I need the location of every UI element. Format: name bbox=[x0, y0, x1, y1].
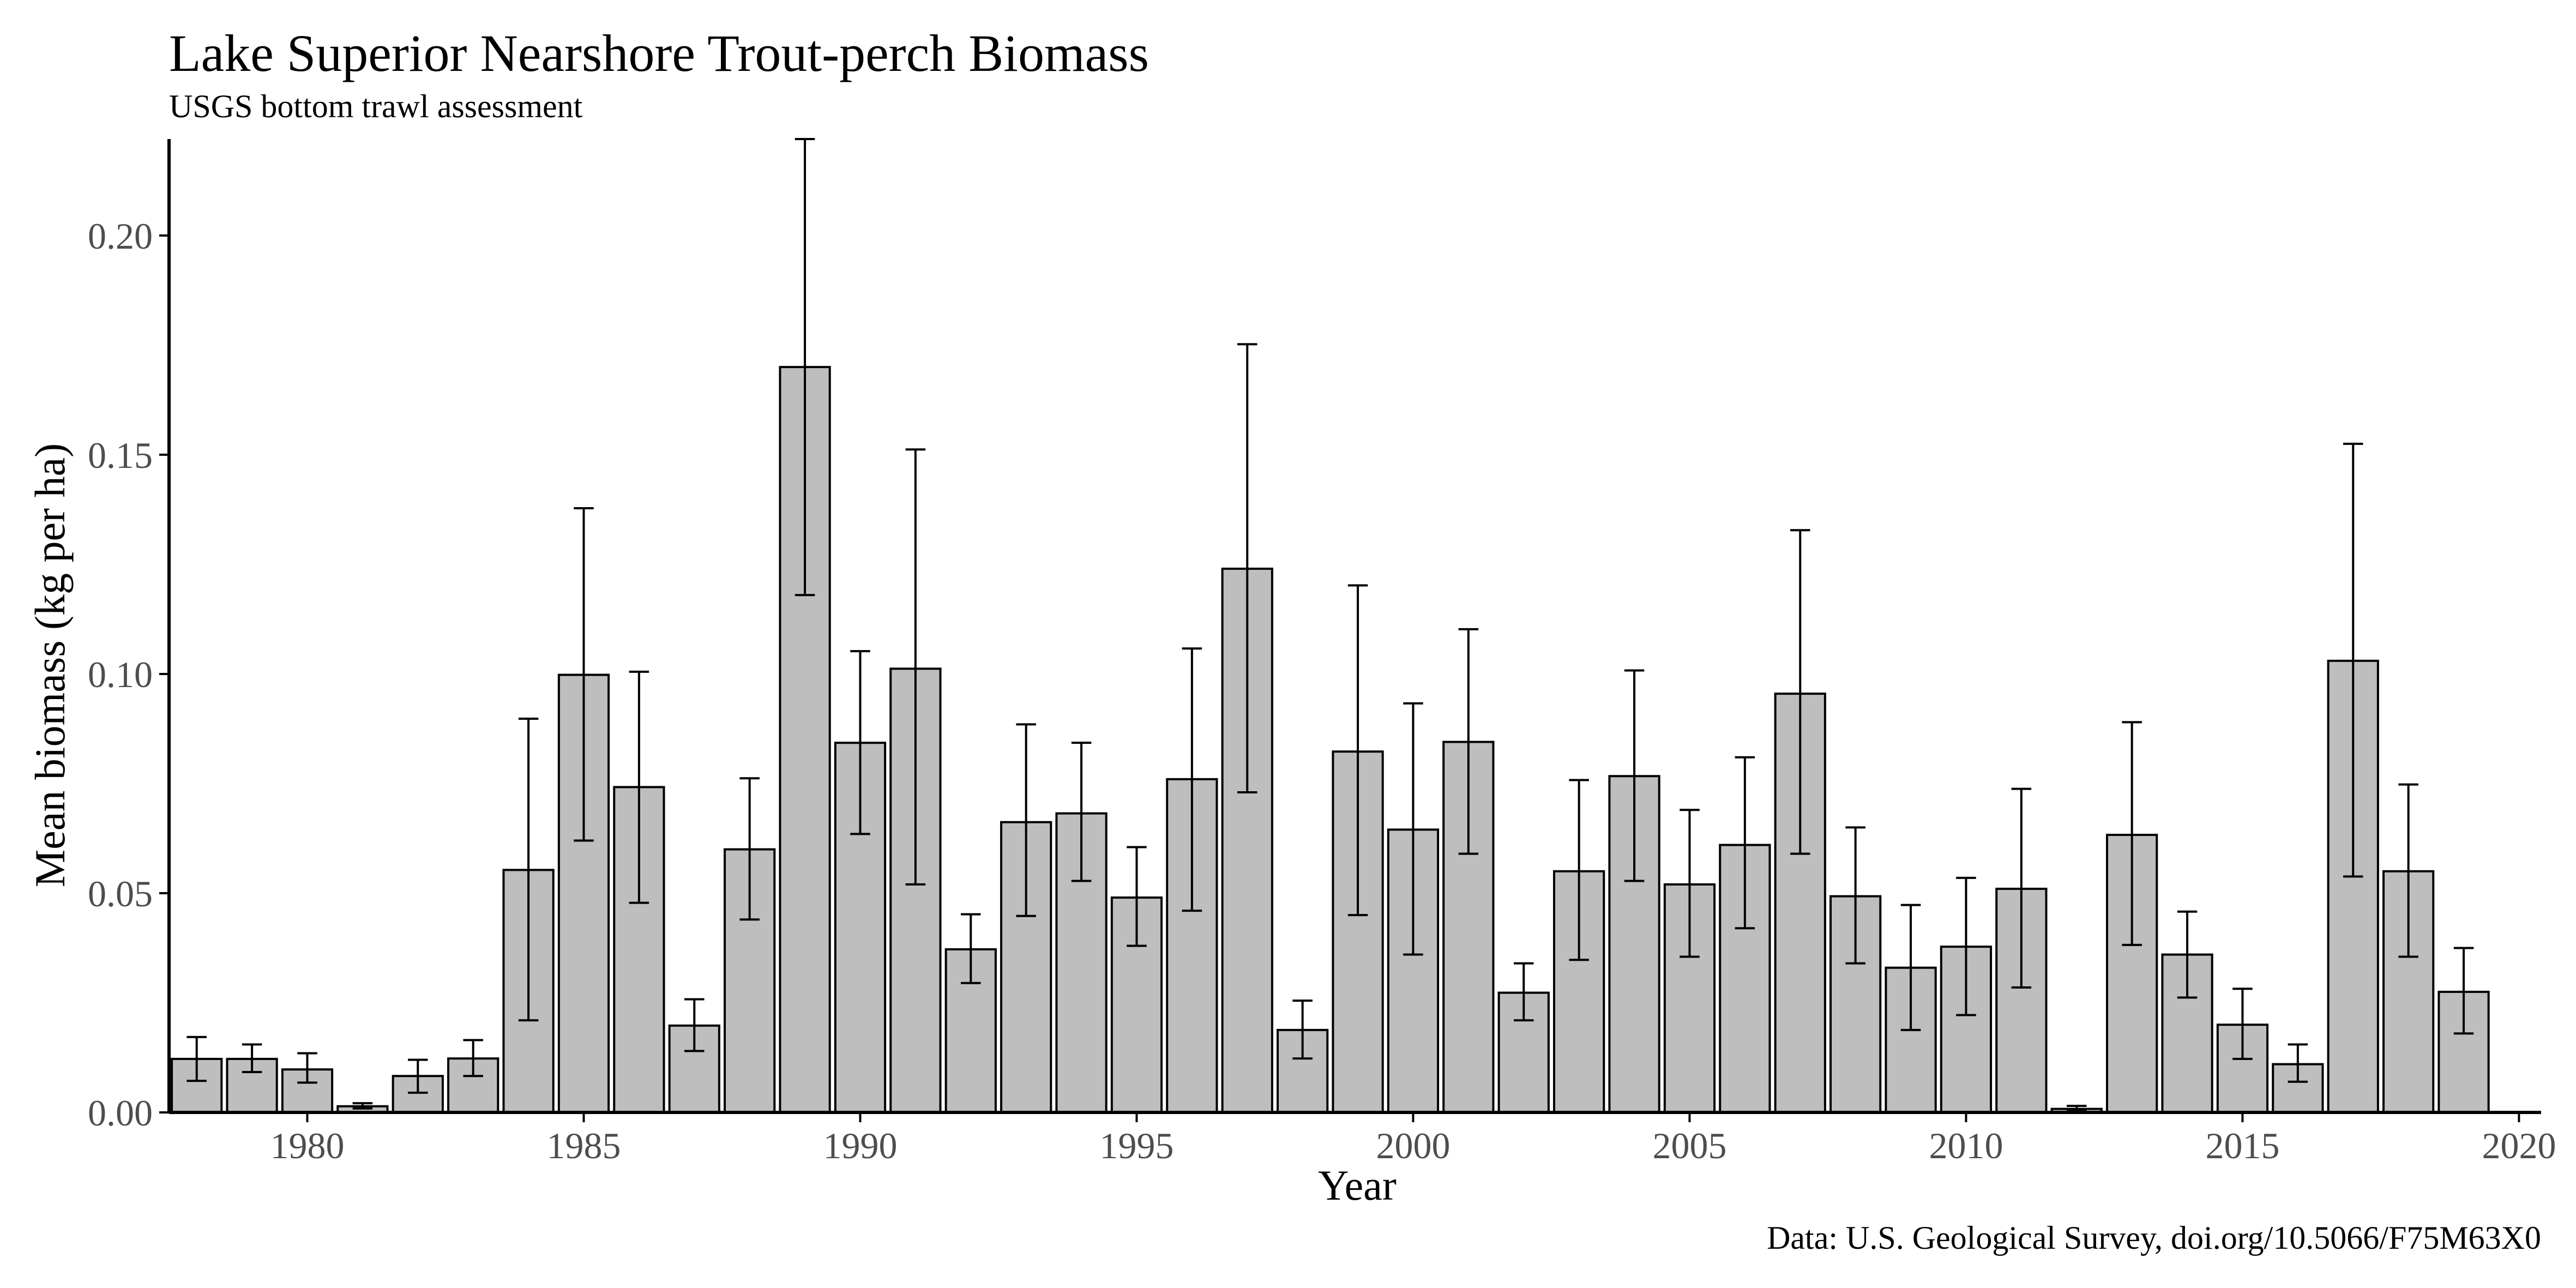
error-bar-2014 bbox=[2177, 910, 2198, 999]
y-axis-title: Mean biomass (kg per ha) bbox=[26, 443, 74, 887]
error-bar-2015 bbox=[2232, 988, 2253, 1060]
error-bar-1994 bbox=[1071, 742, 1092, 882]
y-tick-label-0: 0.00 bbox=[88, 1092, 153, 1134]
error-bar-2011 bbox=[2011, 787, 2032, 989]
error-bar-1985 bbox=[574, 507, 594, 842]
bars bbox=[171, 366, 2490, 1114]
error-bar-2004 bbox=[1624, 669, 1645, 882]
error-bar-2006 bbox=[1735, 756, 1755, 930]
error-bar-1998 bbox=[1292, 999, 1313, 1060]
error-bar-2007 bbox=[1790, 529, 1810, 855]
error-bar-2016 bbox=[2288, 1043, 2308, 1083]
bar-2013 bbox=[2106, 834, 2158, 1114]
x-tick-label-2000: 2000 bbox=[1376, 1125, 1450, 1166]
x-tick-label-1980: 1980 bbox=[270, 1125, 344, 1166]
error-bar-2013 bbox=[2122, 721, 2142, 946]
x-tick-label-2015: 2015 bbox=[2205, 1125, 2279, 1166]
x-axis: 1980 1985 1990 1995 2000 2005 2010 2015 2020 bbox=[169, 1111, 2556, 1166]
bar-2004 bbox=[1608, 775, 1660, 1114]
error-bar-2009 bbox=[1900, 904, 1921, 1031]
error-bar-2008 bbox=[1845, 826, 1865, 965]
y-tick-label-2: 0.10 bbox=[88, 654, 153, 695]
error-bar-1999 bbox=[1347, 584, 1368, 917]
error-bar-1996 bbox=[1182, 647, 1202, 912]
x-tick-label-2005: 2005 bbox=[1652, 1125, 1726, 1166]
error-bar-2005 bbox=[1680, 809, 1700, 958]
error-bar-1986 bbox=[629, 670, 649, 904]
error-bar-1993 bbox=[1016, 723, 1036, 917]
error-bar-2003 bbox=[1569, 779, 1589, 961]
error-bar-1995 bbox=[1127, 846, 1147, 947]
error-bar-1989 bbox=[795, 138, 815, 597]
error-bar-1984 bbox=[518, 717, 539, 1022]
chart-caption: Data: U.S. Geological Survey, doi.org/10… bbox=[1767, 1220, 2541, 1256]
error-bar-1991 bbox=[905, 448, 926, 886]
error-bar-2000 bbox=[1403, 702, 1423, 956]
error-bar-2018 bbox=[2398, 783, 2418, 958]
y-tick-label-3: 0.15 bbox=[88, 435, 153, 476]
error-bar-2002 bbox=[1514, 962, 1534, 1022]
chart-title: Lake Superior Nearshore Trout-perch Biom… bbox=[169, 24, 1149, 82]
error-bar-1983 bbox=[463, 1039, 483, 1078]
error-bar-1978 bbox=[186, 1036, 207, 1082]
y-tick-label-4: 0.20 bbox=[88, 215, 153, 257]
error-bar-1987 bbox=[684, 998, 705, 1052]
error-bar-1979 bbox=[242, 1043, 262, 1074]
x-tick-label-1985: 1985 bbox=[546, 1125, 621, 1166]
error-bars bbox=[186, 138, 2474, 1112]
error-bar-2001 bbox=[1458, 628, 1479, 855]
error-bar-1997 bbox=[1237, 343, 1257, 794]
error-bar-2019 bbox=[2453, 947, 2474, 1035]
x-tick-label-2020: 2020 bbox=[2482, 1125, 2556, 1166]
error-bar-1982 bbox=[408, 1058, 428, 1094]
error-bar-2017 bbox=[2343, 442, 2363, 878]
x-tick-label-1995: 1995 bbox=[1099, 1125, 1173, 1166]
error-bar-1981 bbox=[352, 1102, 373, 1110]
error-bar-2010 bbox=[1956, 876, 1976, 1016]
y-axis: 0.00 0.05 0.10 0.15 0.20 bbox=[88, 139, 171, 1134]
chart-subtitle: USGS bottom trawl assessment bbox=[169, 88, 583, 124]
x-axis-title: Year bbox=[1318, 1161, 1397, 1209]
error-bar-1988 bbox=[739, 777, 760, 921]
x-tick-label-2010: 2010 bbox=[1929, 1125, 2003, 1166]
y-tick-label-1: 0.05 bbox=[88, 873, 153, 914]
error-bar-1990 bbox=[850, 650, 870, 835]
x-tick-label-1990: 1990 bbox=[823, 1125, 897, 1166]
bar-2000 bbox=[1387, 828, 1440, 1114]
error-bar-1992 bbox=[961, 913, 981, 984]
error-bar-1980 bbox=[297, 1052, 317, 1084]
